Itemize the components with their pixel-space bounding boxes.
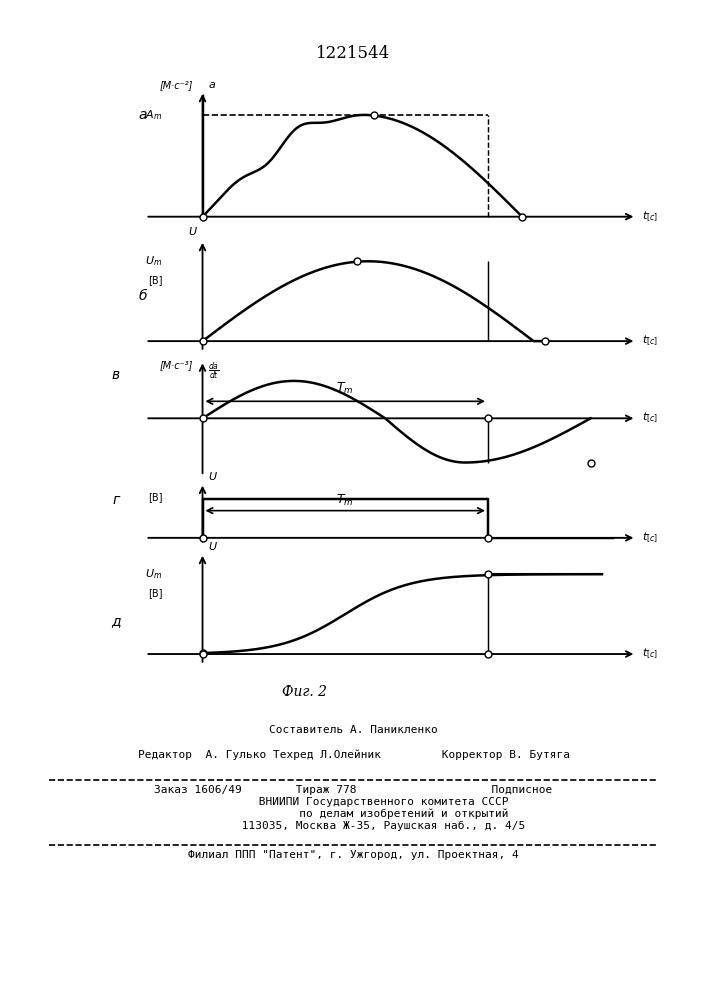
Text: 1221544: 1221544 [316, 45, 391, 62]
Text: $t_{[c]}$: $t_{[c]}$ [642, 210, 658, 224]
Text: в: в [112, 368, 119, 382]
Text: U: U [209, 472, 216, 482]
Text: $t_{[c]}$: $t_{[c]}$ [642, 531, 658, 545]
Text: a: a [209, 80, 215, 90]
Text: [М·с⁻³]: [М·с⁻³] [160, 360, 194, 370]
Text: Заказ 1606/49        Тираж 778                    Подписное
         ВНИИПИ Госу: Заказ 1606/49 Тираж 778 Подписное ВНИИПИ… [154, 785, 553, 831]
Text: а: а [139, 108, 148, 122]
Text: $U_m$: $U_m$ [146, 567, 163, 581]
Text: г: г [112, 493, 119, 507]
Text: U: U [209, 542, 216, 552]
Text: [В]: [В] [148, 275, 163, 285]
Text: $t_{[c]}$: $t_{[c]}$ [642, 647, 658, 661]
Text: б: б [139, 289, 148, 303]
Text: $U_m$: $U_m$ [146, 254, 163, 268]
Text: [М·с⁻²]: [М·с⁻²] [160, 80, 194, 90]
Text: Составитель А. Паникленко: Составитель А. Паникленко [269, 725, 438, 735]
Text: $t_{[c]}$: $t_{[c]}$ [642, 411, 658, 425]
Text: Филиал ППП "Патент", г. Ужгород, ул. Проектная, 4: Филиал ППП "Патент", г. Ужгород, ул. Про… [188, 850, 519, 860]
Text: $A_m$: $A_m$ [146, 108, 163, 122]
Text: д: д [111, 614, 121, 628]
Text: Фиг. 2: Фиг. 2 [281, 685, 327, 699]
Text: $T_m$: $T_m$ [337, 381, 354, 396]
Text: $t_{[c]}$: $t_{[c]}$ [642, 334, 658, 348]
Text: $\frac{da}{dt}$: $\frac{da}{dt}$ [209, 360, 220, 382]
Text: [В]: [В] [148, 492, 163, 502]
Text: U: U [189, 227, 197, 237]
Text: $T_m$: $T_m$ [337, 493, 354, 508]
Text: [В]: [В] [148, 588, 163, 598]
Text: Редактор  А. Гулько Техред Л.Олейник         Корректор В. Бутяга: Редактор А. Гулько Техред Л.Олейник Корр… [137, 750, 570, 760]
